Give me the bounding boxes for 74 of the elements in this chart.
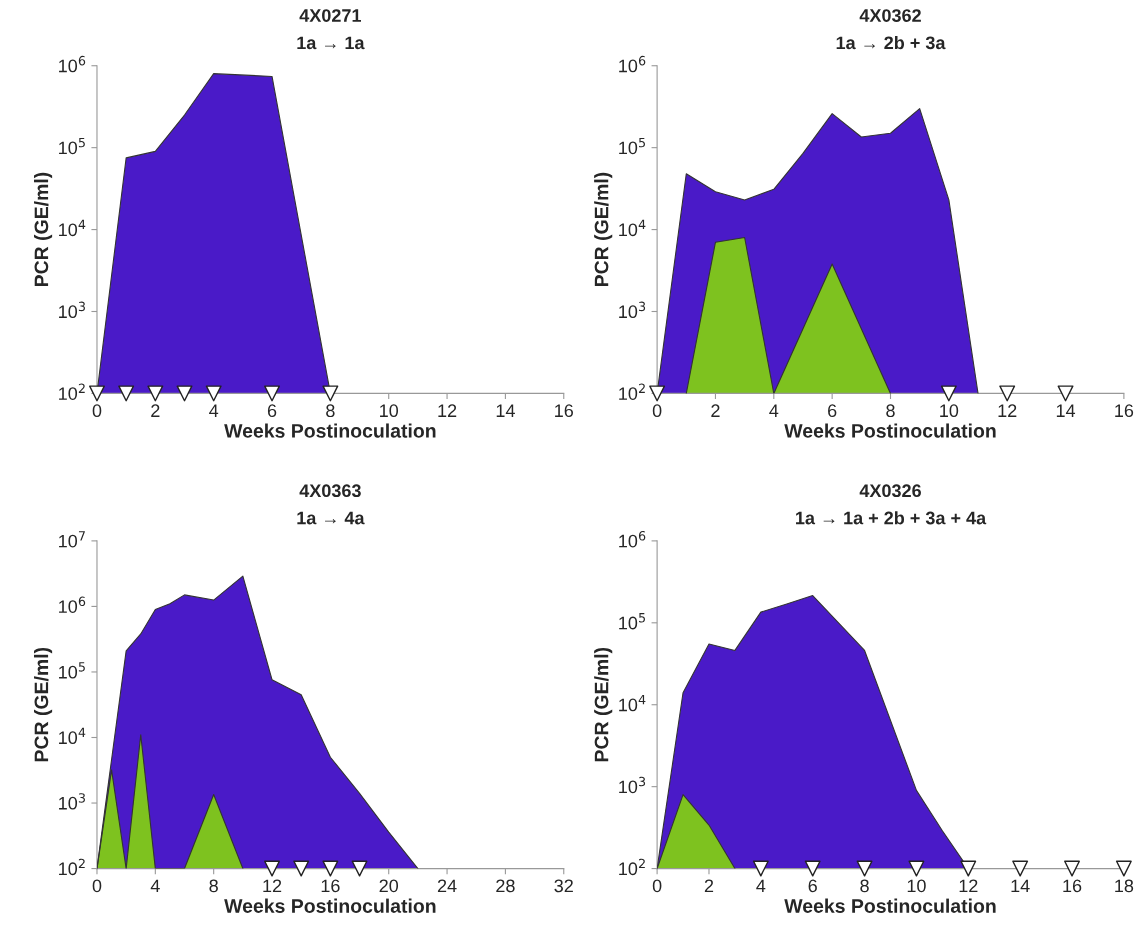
x-axis-title: Weeks Postinoculation <box>224 898 436 913</box>
y-tick-label: 10$^{6}$ <box>59 596 86 613</box>
x-tick-label: 28 <box>496 879 515 893</box>
y-tick-label: 10$^{4}$ <box>619 219 646 237</box>
y-tick-label: 10$^{3}$ <box>59 793 85 810</box>
x-tick-label: 10 <box>940 404 959 418</box>
x-tick-label: 12 <box>998 404 1017 417</box>
chart-title: 4X0362 <box>859 9 921 22</box>
x-tick-label: 12 <box>959 879 978 893</box>
chart-subtitle: 1a → 4a <box>297 511 365 525</box>
y-tick-label: 10$^{2}$ <box>59 858 85 876</box>
x-tick-label: 16 <box>1115 404 1134 418</box>
y-tick-label: 10$^{2}$ <box>619 858 645 876</box>
y-axis-title: PCR (GE/ml) <box>34 647 53 762</box>
x-tick-label: 6 <box>828 404 837 418</box>
chart-subtitle: 1a → 2b + 3a <box>836 35 946 50</box>
y-tick-label: 10$^{5}$ <box>619 137 645 155</box>
x-axis-title: Weeks Postinoculation <box>784 423 996 438</box>
y-tick-label: 10$^{5}$ <box>619 613 645 630</box>
x-tick-label: 10 <box>907 879 926 893</box>
x-tick-label: 16 <box>1063 879 1082 893</box>
x-axis-title: Weeks Postinoculation <box>784 898 996 913</box>
x-tick-label: 16 <box>555 404 574 418</box>
y-axis-title: PCR (GE/ml) <box>34 172 53 287</box>
x-tick-label: 8 <box>326 404 335 418</box>
x-tick-label: 32 <box>554 879 573 893</box>
x-tick-label: 0 <box>92 879 102 893</box>
x-tick-label: 4 <box>209 404 219 417</box>
x-tick-label: 14 <box>496 404 515 417</box>
x-tick-label: 6 <box>808 879 817 893</box>
y-tick-label: 10$^{5}$ <box>59 137 85 155</box>
y-axis-title: PCR (GE/ml) <box>594 647 613 762</box>
chart-subtitle: 1a → 1a <box>297 36 365 50</box>
x-tick-label: 4 <box>150 879 160 893</box>
chart-subtitle: 1a → 1a + 2b + 3a + 4a <box>796 511 987 525</box>
y-tick-label: 10$^{4}$ <box>619 695 646 712</box>
y-tick-label: 10$^{6}$ <box>59 55 86 73</box>
y-axis-title: PCR (GE/ml) <box>594 172 613 287</box>
x-tick-label: 16 <box>321 879 340 893</box>
x-tick-label: 2 <box>151 404 160 417</box>
y-tick-label: 10$^{3}$ <box>59 301 85 319</box>
chart-title: 4X0363 <box>299 484 361 498</box>
x-tick-label: 4 <box>769 404 779 417</box>
x-tick-label: 8 <box>209 879 218 893</box>
x-tick-label: 12 <box>263 879 282 893</box>
x-tick-label: 6 <box>267 404 277 418</box>
x-tick-label: 12 <box>438 404 457 417</box>
x-tick-label: 0 <box>652 404 662 418</box>
x-tick-label: 0 <box>92 404 102 418</box>
y-tick-label: 10$^{7}$ <box>59 531 85 548</box>
chart-title: 4X0271 <box>299 9 361 22</box>
x-tick-label: 24 <box>437 879 457 893</box>
x-tick-label: 4 <box>756 879 766 893</box>
y-tick-label: 10$^{3}$ <box>619 301 646 319</box>
x-tick-label: 20 <box>379 879 399 893</box>
x-tick-label: 8 <box>886 404 895 418</box>
x-tick-label: 18 <box>1115 879 1134 893</box>
x-tick-label: 2 <box>711 404 720 417</box>
y-tick-label: 10$^{5}$ <box>59 662 85 679</box>
x-tick-label: 14 <box>1011 879 1030 893</box>
x-tick-label: 2 <box>704 879 714 893</box>
x-tick-label: 10 <box>380 404 399 418</box>
y-tick-label: 10$^{3}$ <box>619 776 646 794</box>
x-tick-label: 8 <box>860 879 869 893</box>
y-tick-label: 10$^{2}$ <box>619 383 645 400</box>
y-tick-label: 10$^{2}$ <box>59 383 85 400</box>
x-tick-label: 14 <box>1056 404 1076 417</box>
y-tick-label: 10$^{4}$ <box>59 219 86 237</box>
x-tick-label: 0 <box>652 879 662 893</box>
y-tick-label: 10$^{4}$ <box>59 727 86 745</box>
x-axis-title: Weeks Postinoculation <box>224 423 436 438</box>
y-tick-label: 10$^{6}$ <box>619 530 646 548</box>
y-tick-label: 10$^{6}$ <box>619 55 646 73</box>
chart-title: 4X0326 <box>859 484 921 498</box>
